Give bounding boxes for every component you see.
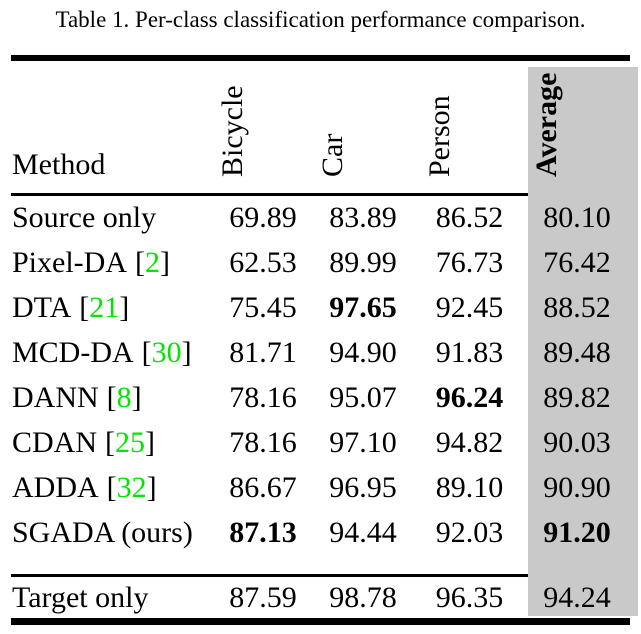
score-car: 94.90 [329, 336, 397, 369]
method-name: CDAN [25] [12, 420, 155, 465]
citation-number: 21 [89, 291, 120, 324]
citation-ref[interactable]: [30] [142, 336, 192, 369]
score-average: 76.42 [543, 246, 611, 279]
table-row: MCD-DA [30] 81.71 94.90 91.83 89.48 [0, 330, 641, 375]
average-column-highlight [528, 67, 638, 616]
score-bicycle: 86.67 [229, 471, 297, 504]
score-car: 89.99 [329, 246, 397, 279]
table-row: SGADA (ours) 87.13 94.44 92.03 91.20 [0, 510, 641, 555]
score-bicycle: 87.59 [229, 581, 297, 614]
score-person: 96.35 [435, 581, 504, 614]
score-person: 86.52 [435, 201, 504, 234]
citation-bracket: ] [145, 426, 156, 459]
citation-bracket: [ [105, 426, 116, 459]
score-car: 97.65 [329, 291, 397, 324]
score-person: 92.03 [435, 516, 504, 549]
citation-number: 30 [151, 336, 182, 369]
footer-separator-rule [11, 574, 528, 577]
score-bicycle: 75.45 [229, 291, 297, 324]
method-label: Pixel-DA [12, 246, 127, 279]
table-row: CDAN [25] 78.16 97.10 94.82 90.03 [0, 420, 641, 465]
method-name: SGADA (ours) [12, 516, 193, 549]
method-label: DTA [12, 291, 72, 324]
method-label: DANN [12, 381, 99, 414]
table-row: Source only 69.89 83.89 86.52 80.10 [0, 195, 641, 240]
score-average: 80.10 [543, 201, 611, 234]
citation-number: 2 [145, 246, 160, 279]
top-rule [11, 55, 630, 61]
citation-bracket: ] [131, 381, 142, 414]
score-average: 90.03 [543, 426, 611, 459]
score-person: 96.24 [435, 381, 504, 414]
score-car: 97.10 [329, 426, 397, 459]
citation-ref[interactable]: [25] [105, 426, 155, 459]
score-person: 89.10 [435, 471, 504, 504]
table-row: DTA [21] 75.45 97.65 92.45 88.52 [0, 285, 641, 330]
score-bicycle: 69.89 [229, 201, 297, 234]
citation-ref[interactable]: [2] [135, 246, 170, 279]
score-person: 76.73 [435, 246, 504, 279]
column-header-average: Average [530, 72, 563, 177]
score-bicycle: 78.16 [229, 426, 297, 459]
column-header-bicycle: Bicycle [216, 85, 249, 177]
citation-number: 25 [115, 426, 146, 459]
table-row: DANN [8] 78.16 95.07 96.24 89.82 [0, 375, 641, 420]
score-bicycle: 62.53 [229, 246, 297, 279]
method-label: MCD-DA [12, 336, 134, 369]
score-bicycle: 81.71 [229, 336, 297, 369]
score-person: 92.45 [435, 291, 504, 324]
method-name: Source only [12, 201, 157, 234]
table-caption: Table 1. Per-class classification perfor… [55, 7, 586, 32]
citation-ref[interactable]: [21] [79, 291, 129, 324]
score-average: 89.48 [543, 336, 611, 369]
citation-bracket: [ [106, 381, 117, 414]
citation-bracket: ] [181, 336, 192, 369]
citation-bracket: ] [146, 471, 157, 504]
method-name: ADDA [32] [12, 465, 157, 510]
method-label: CDAN [12, 426, 98, 459]
score-person: 91.83 [435, 336, 504, 369]
method-label: ADDA [12, 471, 99, 504]
citation-ref[interactable]: [32] [107, 471, 157, 504]
citation-number: 32 [116, 471, 147, 504]
method-name: DANN [8] [12, 375, 142, 420]
table-row: Pixel-DA [2] 62.53 89.99 76.73 76.42 [0, 240, 641, 285]
score-bicycle: 78.16 [229, 381, 297, 414]
column-header-car: Car [316, 133, 349, 177]
citation-bracket: ] [119, 291, 130, 324]
method-name: Pixel-DA [2] [12, 240, 170, 285]
table-row: ADDA [32] 86.67 96.95 89.10 90.90 [0, 465, 641, 510]
citation-ref[interactable]: [8] [107, 381, 142, 414]
citation-bracket: [ [106, 471, 117, 504]
score-car: 96.95 [329, 471, 397, 504]
score-average: 91.20 [543, 516, 611, 549]
score-bicycle: 87.13 [229, 516, 297, 549]
score-average: 94.24 [543, 581, 611, 614]
header-separator-rule [11, 193, 528, 196]
score-car: 98.78 [329, 581, 397, 614]
score-car: 95.07 [329, 381, 397, 414]
score-average: 88.52 [543, 291, 611, 324]
column-header-person: Person [423, 95, 456, 177]
method-name: Target only [12, 581, 149, 614]
score-car: 83.89 [329, 201, 397, 234]
method-name: MCD-DA [30] [12, 330, 192, 375]
method-name: DTA [21] [12, 285, 129, 330]
bottom-rule [11, 618, 630, 625]
score-car: 94.44 [329, 516, 397, 549]
score-average: 89.82 [543, 381, 611, 414]
score-person: 94.82 [435, 426, 504, 459]
citation-bracket: ] [160, 246, 170, 279]
table-row-target-only: Target only 87.59 98.78 96.35 94.24 [0, 578, 641, 618]
citation-number: 8 [116, 381, 132, 414]
citation-bracket: [ [79, 291, 90, 324]
column-header-method: Method [12, 148, 106, 181]
citation-bracket: [ [141, 336, 152, 369]
score-average: 90.90 [543, 471, 611, 504]
citation-bracket: [ [135, 246, 145, 279]
